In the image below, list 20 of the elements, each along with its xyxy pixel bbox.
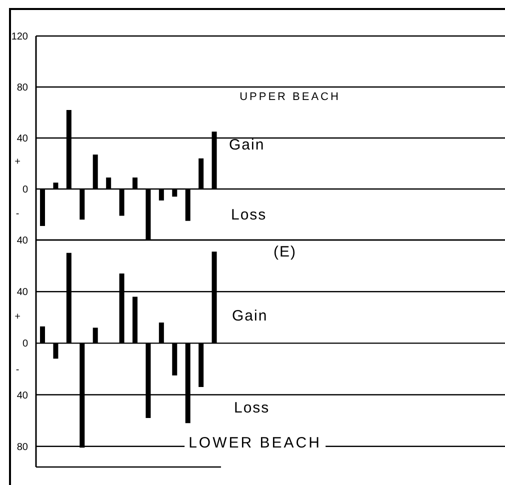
y-tick-label: 40 [16, 236, 28, 247]
text: + [14, 156, 22, 168]
y-tick-label: 0 [22, 338, 28, 350]
y-tick-label: 0 [22, 184, 28, 196]
text: Gain [229, 136, 265, 154]
text: - [16, 208, 20, 220]
text: Gain [232, 308, 268, 324]
y-tick-label: 120 [11, 32, 28, 43]
annotation: LOWER BEACH [184, 434, 326, 452]
text: Loss [231, 206, 267, 224]
y-tick-label: 40 [16, 287, 28, 298]
text: - [16, 364, 20, 376]
y-tick-label: 80 [16, 82, 28, 94]
y-tick-label: 80 [16, 442, 28, 453]
text: (E) [274, 244, 296, 260]
text: UPPER BEACH [240, 91, 340, 103]
y-tick-label: 40 [16, 390, 28, 402]
y-tick-label: 40 [16, 134, 28, 145]
text: + [14, 312, 22, 322]
text: Loss [234, 400, 270, 416]
